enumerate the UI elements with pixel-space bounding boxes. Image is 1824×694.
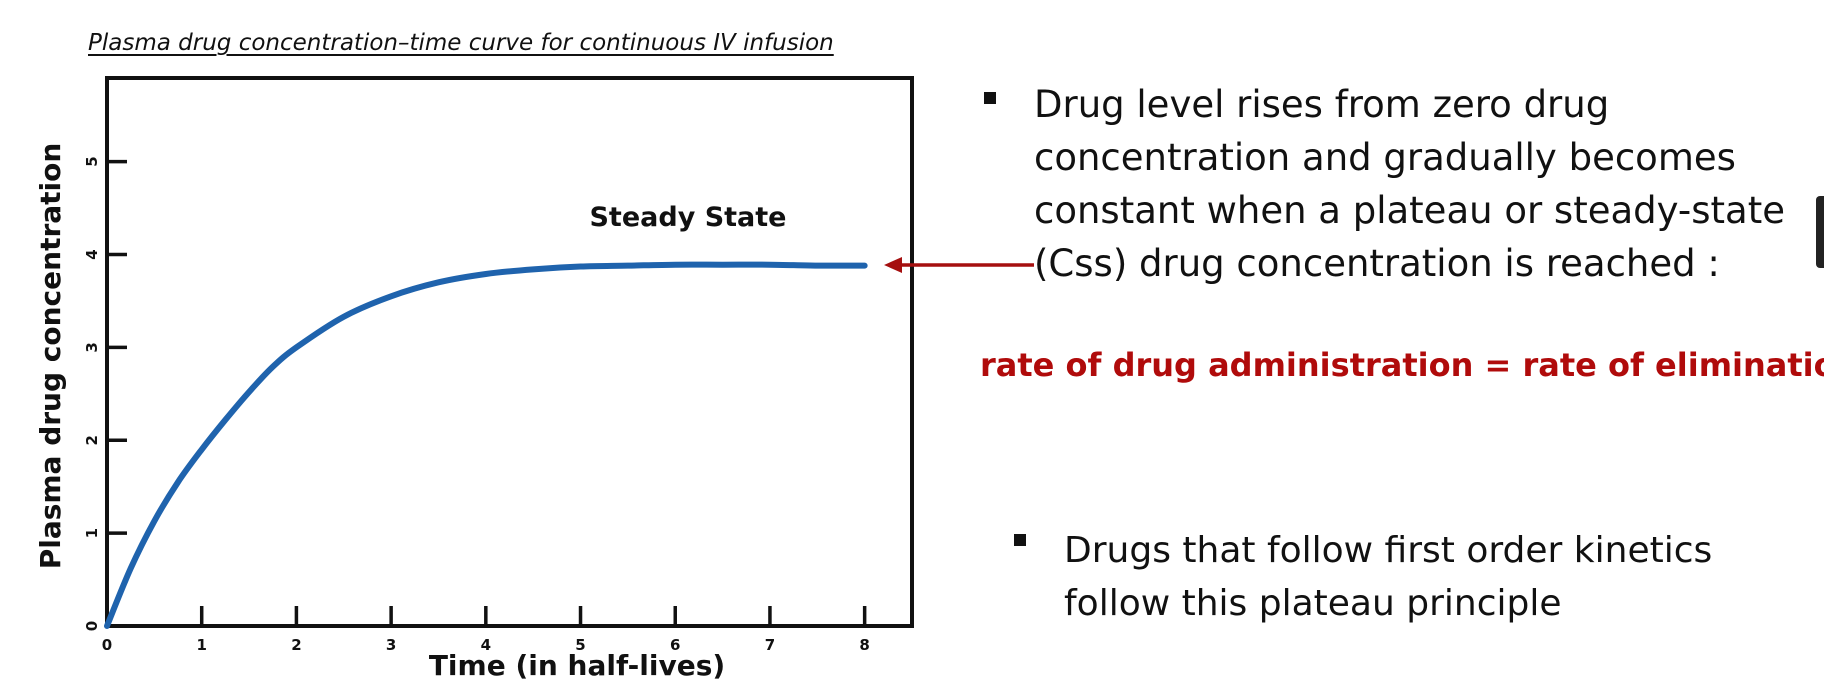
concentration-time-chart: 0 1 2 3 4 5 6 7 8 0 1 2 3 4 5 Steady State Time (in ha… bbox=[34, 76, 914, 682]
x-tick-label: 0 bbox=[102, 636, 112, 654]
bullet-item-plateau: Drug level rises from zero drug concentr… bbox=[984, 78, 1804, 290]
edge-tab bbox=[1816, 196, 1824, 268]
equation-text: rate of drug administration = rate of el… bbox=[980, 346, 1824, 384]
y-tick-label: 3 bbox=[83, 342, 101, 352]
y-tick-label: 0 bbox=[83, 621, 101, 631]
y-tick-label: 5 bbox=[83, 156, 101, 166]
steady-state-label: Steady State bbox=[589, 202, 786, 233]
bullet-text: Drugs that follow first order kinetics f… bbox=[1064, 530, 1713, 624]
x-tick-label: 4 bbox=[481, 636, 491, 654]
x-tick-label: 8 bbox=[859, 636, 869, 654]
x-tick-label: 6 bbox=[670, 636, 680, 654]
concentration-curve bbox=[104, 261, 868, 629]
plot-frame bbox=[105, 76, 914, 628]
y-tick-label: 1 bbox=[83, 528, 101, 538]
square-bullet-icon bbox=[984, 92, 996, 104]
y-axis-label: Plasma drug concentration bbox=[34, 143, 67, 570]
x-tick-label: 2 bbox=[291, 636, 301, 654]
y-tick-label: 4 bbox=[83, 249, 101, 259]
x-tick-label: 1 bbox=[196, 636, 206, 654]
y-tick-label: 2 bbox=[83, 435, 101, 445]
x-axis-label: Time (in half-lives) bbox=[429, 649, 725, 682]
square-bullet-icon bbox=[1014, 534, 1026, 546]
x-tick-label: 5 bbox=[575, 636, 585, 654]
x-tick-label: 3 bbox=[386, 636, 396, 654]
bullet-text: Drug level rises from zero drug concentr… bbox=[1034, 83, 1785, 285]
slide-title: Plasma drug concentration–time curve for… bbox=[88, 30, 834, 56]
x-tick-label: 7 bbox=[765, 636, 775, 654]
bullet-item-first-order: Drugs that follow first order kinetics f… bbox=[1014, 524, 1814, 630]
